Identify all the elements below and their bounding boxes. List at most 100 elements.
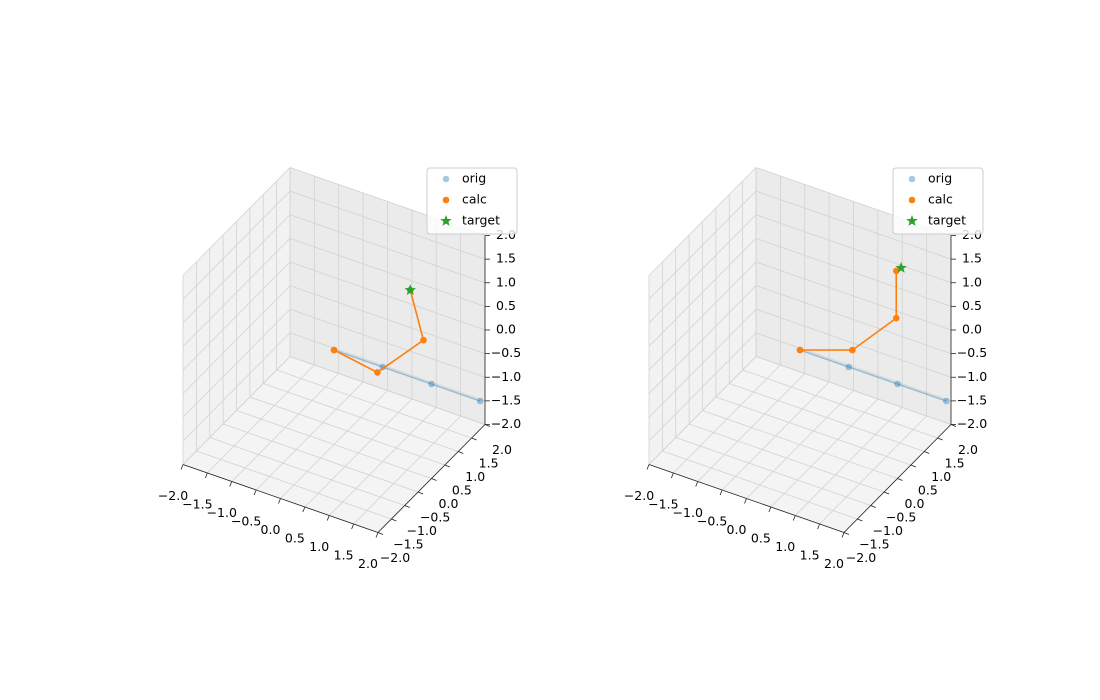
z-tick-label: −0.5 — [491, 345, 521, 360]
grid-line — [648, 261, 757, 371]
tick-mark — [404, 505, 410, 508]
grid-line — [249, 396, 446, 466]
point — [476, 397, 484, 405]
tick-mark — [719, 489, 723, 496]
legend-label: target — [462, 213, 500, 228]
x-tick-label: 0.5 — [751, 531, 771, 546]
legend-label: orig — [928, 171, 952, 186]
x-tick-label: −0.5 — [231, 514, 261, 529]
x-tick-label: −1.5 — [648, 497, 678, 512]
grid-line — [182, 238, 291, 347]
grid-line — [289, 214, 486, 284]
x-tick-label: 1.0 — [775, 539, 795, 554]
grid-line — [289, 356, 486, 425]
tick-mark — [351, 523, 354, 530]
legend-marker — [440, 215, 452, 226]
y-axis-line — [377, 424, 486, 533]
tick-mark — [458, 451, 464, 454]
grid-line — [702, 410, 898, 479]
grid-line — [289, 261, 486, 331]
point — [845, 363, 853, 371]
grid-line — [648, 238, 757, 347]
tick-mark — [229, 481, 233, 487]
y-tick-label: −1.0 — [407, 523, 437, 538]
x-axis-line — [182, 464, 379, 533]
grid-line — [688, 423, 885, 493]
grid-line — [289, 190, 486, 260]
y-tick-label: 1.0 — [465, 469, 485, 484]
y-axis-line — [843, 424, 952, 533]
grid-line — [289, 237, 486, 307]
tick-mark — [302, 506, 306, 513]
point — [330, 346, 338, 354]
y-tick-label: 0.0 — [439, 496, 459, 511]
legend-marker — [442, 175, 450, 183]
grid-line — [276, 369, 472, 439]
grid-line — [182, 356, 291, 465]
point — [894, 380, 901, 388]
grid-line — [236, 410, 432, 479]
grid-line — [662, 450, 858, 520]
tick-mark — [444, 464, 451, 468]
y-tick-label: −1.5 — [859, 537, 889, 552]
grid-line — [289, 308, 486, 378]
subplot: −2.0−1.5−1.0−0.50.00.51.01.52.0 −2.0−1.5−… — [624, 167, 987, 571]
tick-mark — [883, 491, 890, 495]
point — [895, 261, 907, 273]
x-tick-label: −1.0 — [207, 505, 237, 520]
tick-mark — [937, 437, 943, 441]
grid-line — [209, 437, 405, 506]
z-tick-label: 0.0 — [962, 322, 982, 337]
tick-mark — [744, 498, 747, 504]
grid-line — [648, 167, 757, 276]
point — [420, 336, 427, 344]
series-line — [799, 270, 898, 351]
tick-mark — [278, 498, 281, 504]
series-line — [333, 349, 481, 402]
tick-mark — [205, 472, 208, 479]
legend-box — [892, 167, 984, 235]
grid-line — [715, 396, 912, 466]
y-tick-label: 1.5 — [945, 456, 965, 471]
tick-mark — [843, 532, 850, 535]
grid-line — [755, 190, 952, 260]
x-tick-label: 2.0 — [358, 556, 378, 571]
grid-line — [182, 308, 291, 418]
y-tick-label: −0.5 — [420, 510, 450, 525]
x-tick-label: −1.0 — [673, 505, 703, 520]
series-line — [333, 289, 425, 374]
grid-line — [755, 308, 952, 378]
x-tick-label: 0.0 — [727, 522, 747, 537]
y-tick-label: −2.0 — [846, 550, 876, 565]
z-tick-label: 1.5 — [962, 251, 982, 266]
x-tick-label: 1.5 — [800, 548, 820, 563]
grid-line — [182, 190, 291, 300]
grid-line — [755, 261, 952, 331]
point — [942, 397, 950, 405]
x-tick-label: −2.0 — [624, 488, 654, 503]
tick-mark — [391, 518, 397, 522]
tick-mark — [695, 481, 699, 487]
z-tick-label: 0.5 — [496, 298, 516, 313]
legend-label: target — [928, 213, 966, 228]
z-tick-label: −1.5 — [957, 392, 987, 407]
x-tick-label: −0.5 — [697, 514, 727, 529]
z-tick-label: −1.0 — [957, 369, 987, 384]
grid-line — [648, 190, 757, 300]
point — [374, 369, 381, 376]
tick-mark — [326, 515, 330, 521]
tick-mark — [897, 478, 903, 481]
legend-marker — [908, 196, 916, 204]
tick-mark — [375, 532, 379, 538]
grid-line — [182, 167, 291, 276]
grid-line — [648, 356, 757, 465]
x-tick-label: 2.0 — [824, 556, 844, 571]
z-tick-label: 0.5 — [962, 298, 982, 313]
grid-line — [755, 237, 952, 307]
subplot: −2.0−1.5−1.0−0.50.00.51.01.52.0 −2.0−1.5−… — [158, 167, 521, 571]
x-tick-label: −1.5 — [182, 497, 212, 512]
grid-line — [742, 369, 938, 439]
grid-line — [755, 332, 952, 402]
tick-mark — [646, 464, 650, 470]
point — [379, 363, 387, 371]
